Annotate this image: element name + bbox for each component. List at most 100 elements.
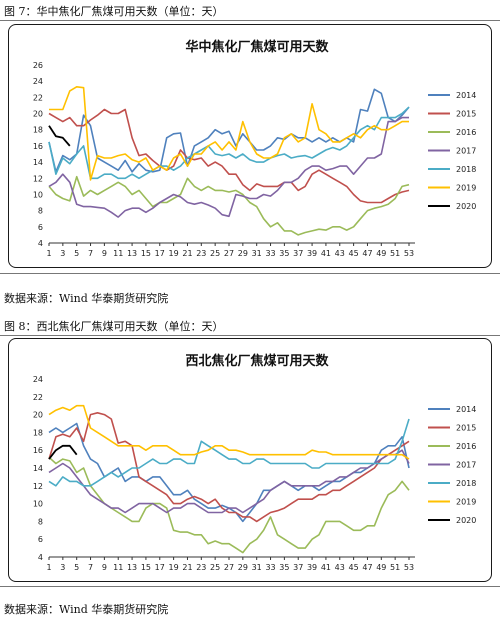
- figure-7-bottom-rule: [0, 273, 500, 274]
- y-tick-label: 24: [33, 77, 43, 86]
- figure-8-source: 数据来源：Wind 华泰期货研究院: [4, 603, 169, 616]
- x-tick-label: 11: [113, 563, 123, 572]
- x-tick-label: 15: [141, 563, 151, 572]
- x-tick-label: 33: [265, 249, 275, 258]
- y-tick-label: 10: [33, 190, 43, 199]
- legend-label-2016: 2016: [456, 442, 476, 451]
- x-tick-label: 31: [252, 249, 262, 258]
- y-tick-label: 16: [33, 446, 43, 455]
- x-tick-label: 45: [349, 249, 359, 258]
- x-tick-label: 35: [279, 249, 289, 258]
- x-tick-label: 49: [376, 249, 386, 258]
- legend-label-2014: 2014: [456, 405, 476, 414]
- x-tick-label: 3: [60, 249, 65, 258]
- y-tick-label: 6: [38, 535, 43, 544]
- series-line-2016: [48, 175, 410, 236]
- y-tick-label: 14: [33, 464, 43, 473]
- figure-8-bottom-rule: [0, 586, 500, 587]
- y-tick-label: 6: [38, 223, 43, 232]
- legend-label-2015: 2015: [456, 424, 476, 433]
- y-tick-label: 20: [33, 110, 43, 119]
- y-tick-label: 14: [33, 158, 43, 167]
- x-tick-label: 27: [224, 563, 234, 572]
- chart-title: 华中焦化厂焦煤可用天数: [185, 39, 329, 55]
- x-tick-label: 39: [307, 563, 317, 572]
- x-tick-label: 33: [265, 563, 275, 572]
- x-tick-label: 31: [252, 563, 262, 572]
- x-tick-label: 1: [46, 249, 51, 258]
- y-tick-label: 10: [33, 500, 43, 509]
- y-tick-label: 20: [33, 411, 43, 420]
- y-tick-label: 8: [38, 517, 43, 526]
- legend-label-2020: 2020: [456, 202, 476, 211]
- y-tick-label: 8: [38, 207, 43, 216]
- legend-label-2014: 2014: [456, 91, 476, 100]
- x-tick-label: 21: [182, 249, 192, 258]
- x-tick-label: 29: [238, 249, 248, 258]
- legend-label-2016: 2016: [456, 128, 476, 137]
- x-tick-label: 37: [293, 249, 303, 258]
- figure-8-caption: 图 8：西北焦化厂焦煤可用天数（单位：天）: [4, 320, 224, 333]
- series-line-2017: [48, 116, 409, 218]
- x-tick-label: 41: [321, 563, 331, 572]
- x-tick-label: 41: [321, 249, 331, 258]
- series-line-2018: [48, 418, 410, 487]
- x-tick-label: 19: [169, 563, 179, 572]
- legend-label-2018: 2018: [456, 165, 476, 174]
- x-tick-label: 37: [293, 563, 303, 572]
- series-line-2020: [48, 444, 78, 460]
- legend-label-2018: 2018: [456, 479, 476, 488]
- x-tick-label: 5: [74, 563, 79, 572]
- y-tick-label: 4: [38, 239, 43, 248]
- x-tick-label: 9: [102, 563, 107, 572]
- x-tick-label: 15: [141, 249, 151, 258]
- x-tick-label: 29: [238, 563, 248, 572]
- figure-7-chart: 华中焦化厂焦煤可用天数 4 6 8 10 12 14 16 18 20 22 24 26 1 3 5 7 9 11 1…: [8, 24, 492, 268]
- x-tick-label: 43: [335, 563, 345, 572]
- y-tick-label: 22: [33, 393, 43, 402]
- x-tick-label: 43: [335, 249, 345, 258]
- x-tick-label: 3: [60, 563, 65, 572]
- x-tick-label: 49: [376, 563, 386, 572]
- x-tick-label: 13: [127, 249, 137, 258]
- series-line-2019: [49, 85, 409, 181]
- x-tick-label: 53: [404, 563, 414, 572]
- x-tick-label: 45: [349, 563, 359, 572]
- series-line-2015: [48, 108, 410, 204]
- y-tick-label: 18: [33, 428, 43, 437]
- figure-7-source: 数据来源：Wind 华泰期货研究院: [4, 292, 169, 305]
- figure-8-top-rule: [0, 335, 500, 336]
- y-tick-label: 18: [33, 126, 43, 135]
- series-line-2019: [48, 404, 410, 460]
- series-line-2020: [48, 125, 71, 147]
- x-tick-label: 25: [210, 249, 220, 258]
- y-tick-label: 12: [33, 482, 43, 491]
- x-tick-label: 53: [404, 249, 414, 258]
- x-tick-label: 35: [279, 563, 289, 572]
- y-tick-label: 26: [33, 61, 43, 70]
- y-tick-label: 12: [33, 174, 43, 183]
- y-tick-label: 4: [38, 553, 43, 562]
- x-tick-label: 17: [155, 249, 165, 258]
- x-tick-label: 11: [113, 249, 123, 258]
- x-tick-label: 13: [127, 563, 137, 572]
- x-tick-label: 17: [155, 563, 165, 572]
- x-tick-label: 23: [196, 563, 206, 572]
- y-tick-label: 24: [33, 375, 43, 384]
- series-line-2018: [48, 106, 410, 180]
- x-tick-label: 21: [182, 563, 192, 572]
- figure-7-top-rule: [0, 20, 500, 21]
- x-tick-label: 23: [196, 249, 206, 258]
- x-tick-label: 1: [46, 563, 51, 572]
- x-tick-label: 7: [88, 249, 93, 258]
- x-tick-label: 19: [169, 249, 179, 258]
- figure-8-chart: 西北焦化厂焦煤可用天数 4 6 8 10 12 14 16 18 20 22 24 1 3 5 7 9 11 13 1…: [8, 338, 492, 582]
- legend-label-2015: 2015: [456, 110, 476, 119]
- chart-title: 西北焦化厂焦煤可用天数: [185, 353, 329, 369]
- x-tick-label: 47: [362, 563, 372, 572]
- x-tick-label: 51: [390, 249, 400, 258]
- series-line-2015: [48, 412, 410, 523]
- legend-label-2019: 2019: [456, 184, 476, 193]
